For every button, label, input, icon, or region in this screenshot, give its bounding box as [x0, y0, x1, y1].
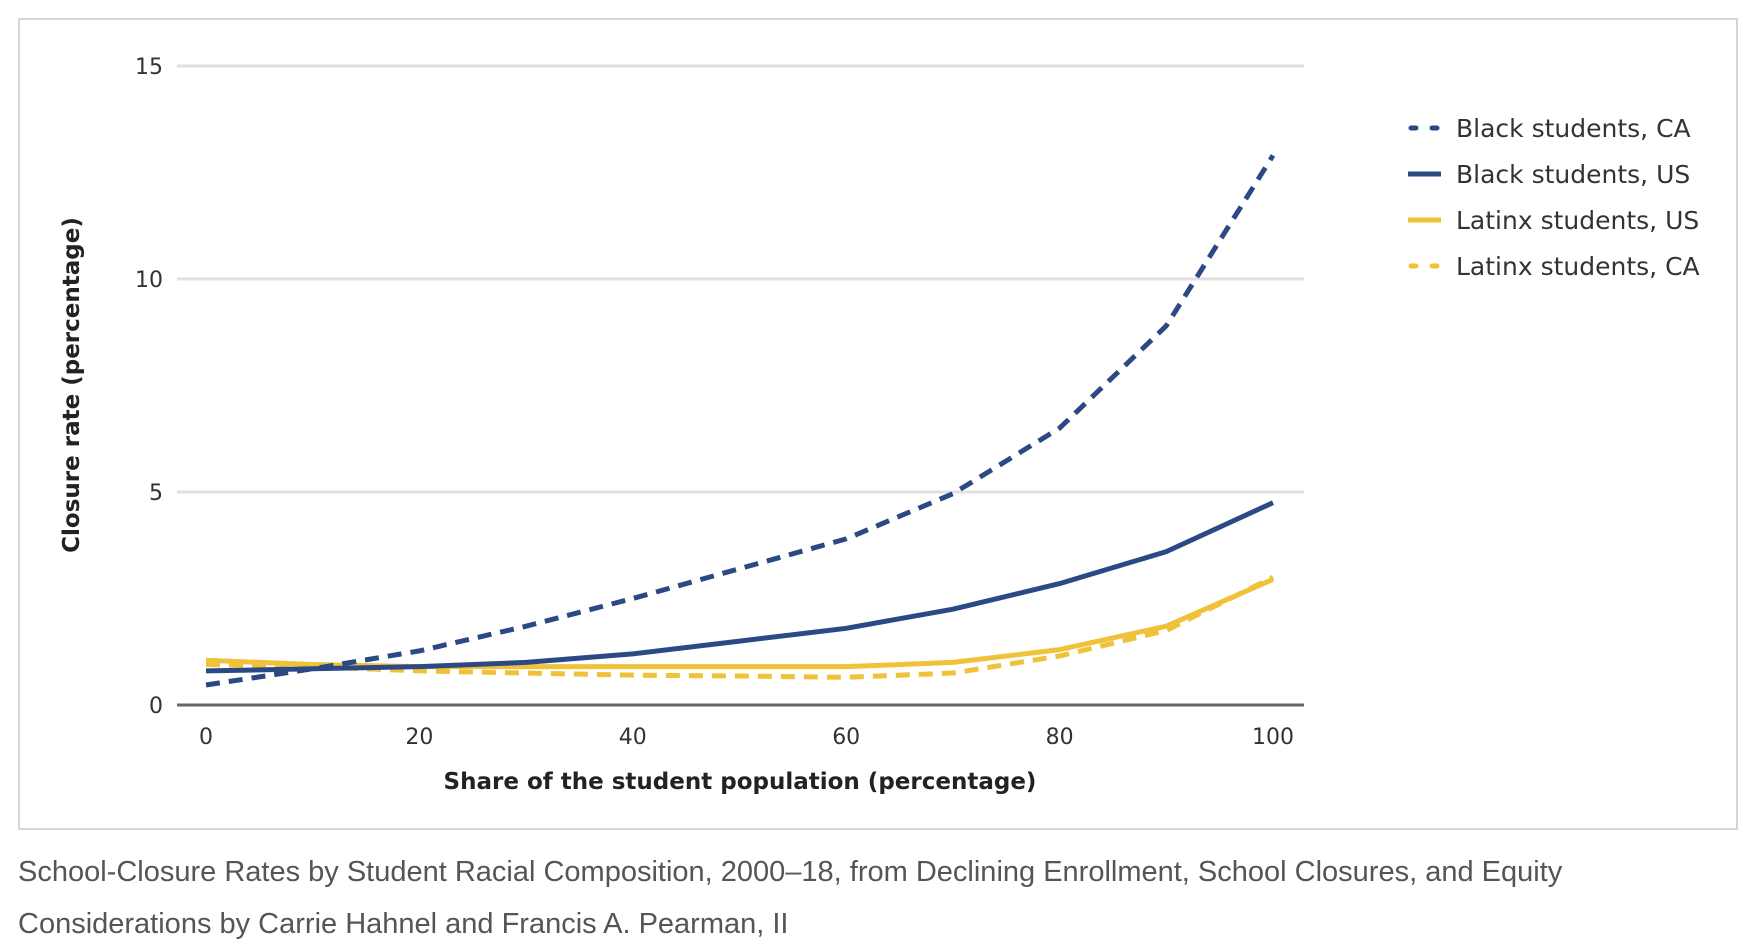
figure-caption: School-Closure Rates by Student Racial C… — [18, 856, 1563, 940]
y-tick-label: 15 — [135, 55, 163, 80]
x-tick-label: 60 — [832, 725, 860, 750]
y-axis-label: Closure rate (percentage) — [59, 217, 85, 553]
legend: Black students, CA Black students, US Lati… — [1408, 114, 1700, 281]
legend-label: Latinx students, US — [1456, 206, 1699, 235]
legend-label: Black students, US — [1456, 160, 1690, 189]
legend-label: Black students, CA — [1456, 114, 1691, 143]
y-tick-label: 0 — [149, 694, 163, 719]
series-line-black-students-ca — [205, 154, 1276, 688]
x-tick-label: 40 — [619, 725, 647, 750]
chart-frame — [18, 18, 1738, 830]
series-line-black-students-us — [205, 500, 1275, 674]
series-line-latinx-students-ca — [205, 574, 1275, 680]
y-tick-label: 10 — [135, 268, 163, 293]
x-tick-label: 80 — [1046, 725, 1074, 750]
x-tick-label: 20 — [405, 725, 433, 750]
x-axis-label: Share of the student population (percent… — [444, 769, 1037, 795]
x-tick-label: 100 — [1252, 725, 1294, 750]
y-tick-label: 5 — [149, 481, 163, 506]
series-line-latinx-students-us — [205, 577, 1275, 670]
legend-label: Latinx students, CA — [1456, 252, 1700, 281]
x-tick-label: 0 — [199, 725, 213, 750]
